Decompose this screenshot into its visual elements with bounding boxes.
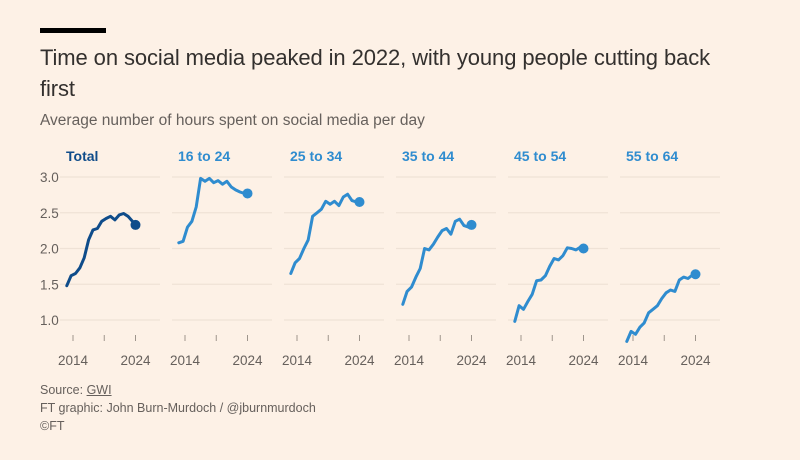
panel-title: 16 to 24 — [178, 148, 230, 164]
y-tick-label: 2.5 — [40, 206, 59, 221]
x-tick-label: 2024 — [344, 353, 375, 368]
x-tick-label: 2014 — [506, 353, 537, 368]
x-tick-label: 2014 — [58, 353, 89, 368]
source-link[interactable]: GWI — [86, 383, 112, 397]
y-tick-label: 1.0 — [40, 313, 59, 328]
panel-title: 45 to 54 — [514, 148, 566, 164]
x-tick-label: 2024 — [120, 353, 151, 368]
source-prefix: Source: — [40, 383, 87, 397]
end-marker — [466, 219, 477, 230]
series-line-55-to-64 — [625, 272, 697, 343]
x-tick-label: 2014 — [618, 353, 649, 368]
small-multiples-chart: Total 2014 2024 16 to 24 2014 2024 25 to 34 201… — [40, 148, 720, 368]
x-tick-label: 2024 — [232, 353, 263, 368]
x-tick-label: 2024 — [456, 353, 487, 368]
series-line-total — [65, 212, 137, 288]
panel-title: 25 to 34 — [290, 148, 342, 164]
copyright-line: ©FT — [40, 419, 65, 433]
series-line-35-to-44 — [401, 217, 473, 306]
end-marker — [242, 188, 253, 199]
x-tick-label: 2014 — [170, 353, 201, 368]
chart-subtitle: Average number of hours spent on social … — [40, 112, 425, 129]
chart-title: Time on social media peaked in 2022, wit… — [40, 45, 711, 101]
credit-line: FT graphic: John Burn-Murdoch / @jburnmu… — [40, 401, 316, 415]
end-marker — [690, 269, 701, 280]
series-line-25-to-34 — [289, 192, 361, 275]
panel-title: 35 to 44 — [402, 148, 454, 164]
source-line: Source: GWI — [40, 381, 316, 399]
ft-brand-bar — [40, 28, 106, 33]
panel-title: 55 to 64 — [626, 148, 678, 164]
series-line-45-to-54 — [513, 245, 585, 323]
x-tick-label: 2024 — [680, 353, 711, 368]
panel-title: Total — [66, 148, 98, 164]
y-tick-label: 1.5 — [40, 277, 59, 292]
y-tick-label: 3.0 — [40, 170, 59, 185]
end-marker — [354, 197, 365, 208]
y-tick-label: 2.0 — [40, 242, 59, 257]
series-line-16-to-24 — [177, 176, 249, 245]
x-tick-label: 2014 — [282, 353, 313, 368]
x-tick-label: 2014 — [394, 353, 425, 368]
footer: Source: GWI FT graphic: John Burn-Murdoc… — [40, 381, 316, 435]
end-marker — [130, 219, 141, 230]
end-marker — [578, 243, 589, 254]
x-tick-label: 2024 — [568, 353, 599, 368]
